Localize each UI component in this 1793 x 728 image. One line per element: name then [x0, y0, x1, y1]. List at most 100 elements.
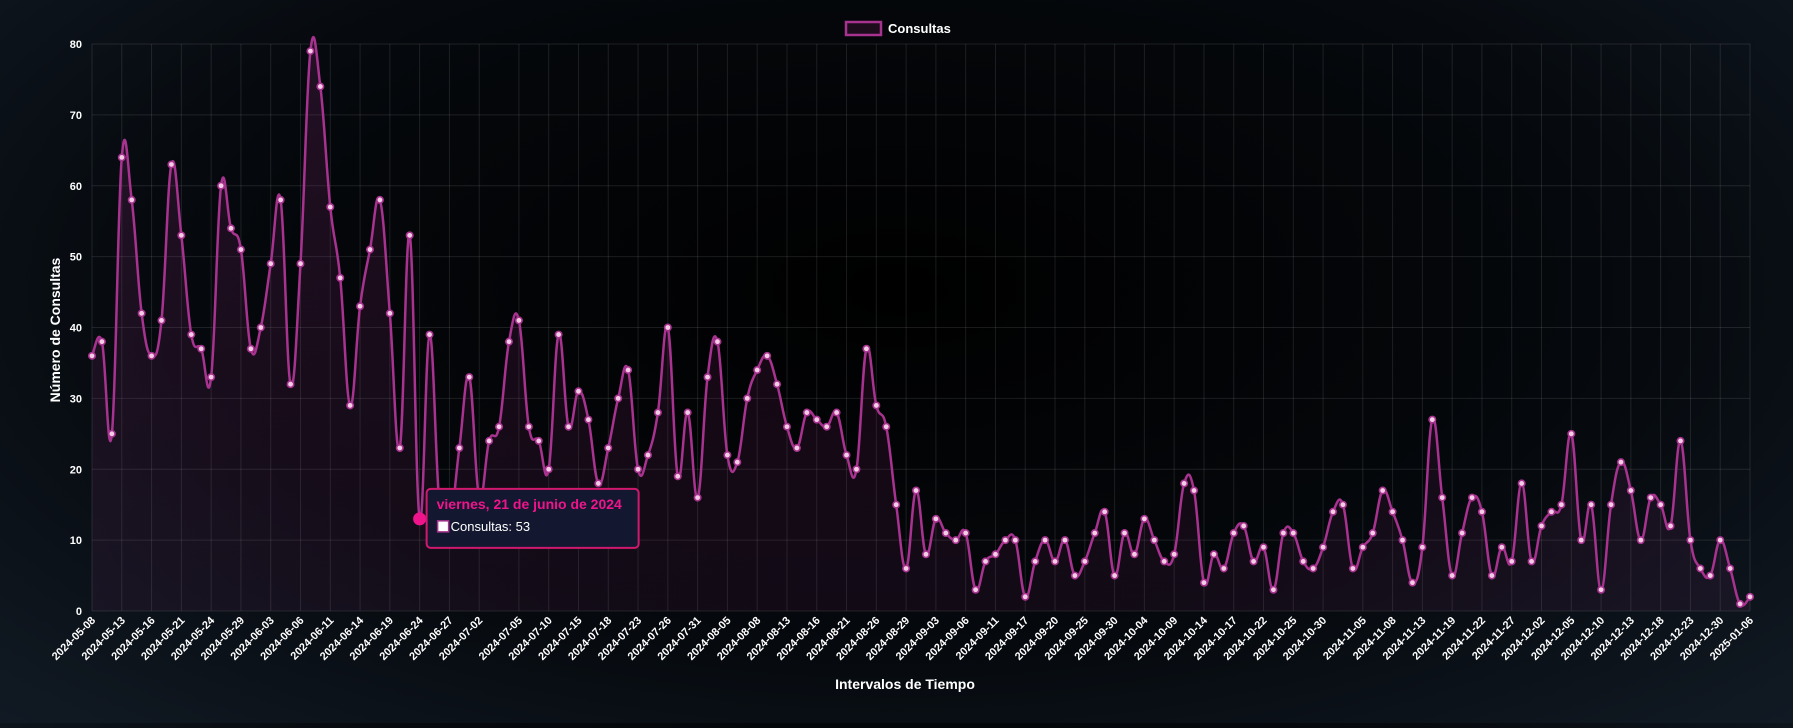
data-point[interactable]	[1080, 557, 1089, 566]
data-point[interactable]	[1259, 543, 1268, 552]
data-point[interactable]	[802, 408, 811, 417]
data-point[interactable]	[604, 443, 613, 452]
legend[interactable]: Consultas	[844, 20, 951, 37]
data-point[interactable]	[961, 529, 970, 538]
data-point[interactable]	[1487, 571, 1496, 580]
data-point[interactable]	[1199, 578, 1208, 587]
data-point[interactable]	[1140, 514, 1149, 523]
data-point[interactable]	[852, 465, 861, 474]
data-point[interactable]	[455, 443, 464, 452]
data-point[interactable]	[1527, 557, 1536, 566]
data-point[interactable]	[1239, 521, 1248, 530]
data-point[interactable]	[822, 422, 831, 431]
data-point[interactable]	[1180, 479, 1189, 488]
data-point[interactable]	[882, 422, 891, 431]
data-point[interactable]	[634, 465, 643, 474]
data-point[interactable]	[504, 337, 513, 346]
data-point[interactable]	[236, 245, 245, 254]
data-point[interactable]	[246, 344, 255, 353]
data-point[interactable]	[1458, 529, 1467, 538]
data-point[interactable]	[1666, 521, 1675, 530]
data-point[interactable]	[495, 422, 504, 431]
data-point[interactable]	[1150, 536, 1159, 545]
data-point[interactable]	[256, 323, 265, 332]
data-point[interactable]	[951, 536, 960, 545]
data-point[interactable]	[1557, 500, 1566, 509]
data-point[interactable]	[792, 443, 801, 452]
data-point[interactable]	[1001, 536, 1010, 545]
data-point[interactable]	[1646, 493, 1655, 502]
data-point[interactable]	[1378, 486, 1387, 495]
data-point[interactable]	[594, 479, 603, 488]
data-point[interactable]	[1607, 500, 1616, 509]
data-point[interactable]	[485, 436, 494, 445]
data-point[interactable]	[514, 316, 523, 325]
data-point[interactable]	[1249, 557, 1258, 566]
data-point[interactable]	[1289, 529, 1298, 538]
data-point[interactable]	[405, 231, 414, 240]
data-point[interactable]	[1229, 529, 1238, 538]
data-point[interactable]	[663, 323, 672, 332]
data-point[interactable]	[1329, 507, 1338, 516]
data-point[interactable]	[693, 493, 702, 502]
data-point[interactable]	[1517, 479, 1526, 488]
data-point[interactable]	[892, 500, 901, 509]
data-point[interactable]	[1726, 564, 1735, 573]
data-point[interactable]	[544, 465, 553, 474]
data-point[interactable]	[1656, 500, 1665, 509]
data-point[interactable]	[1219, 564, 1228, 573]
data-point[interactable]	[1746, 592, 1755, 601]
data-point[interactable]	[1011, 536, 1020, 545]
legend-swatch[interactable]	[844, 20, 883, 37]
data-point[interactable]	[1398, 536, 1407, 545]
data-point[interactable]	[1130, 550, 1139, 559]
data-point[interactable]	[643, 451, 652, 460]
data-point[interactable]	[842, 451, 851, 460]
data-point[interactable]	[187, 330, 196, 339]
data-point[interactable]	[624, 366, 633, 375]
data-point[interactable]	[1090, 529, 1099, 538]
data-point[interactable]	[425, 330, 434, 339]
data-point[interactable]	[1279, 529, 1288, 538]
data-point[interactable]	[127, 195, 136, 204]
data-point[interactable]	[574, 387, 583, 396]
data-point[interactable]	[931, 514, 940, 523]
data-point[interactable]	[1060, 536, 1069, 545]
data-point[interactable]	[1448, 571, 1457, 580]
data-point[interactable]	[1368, 529, 1377, 538]
data-point[interactable]	[375, 195, 384, 204]
data-point[interactable]	[653, 408, 662, 417]
data-point[interactable]	[812, 415, 821, 424]
data-point[interactable]	[326, 203, 335, 212]
data-point[interactable]	[1418, 543, 1427, 552]
data-point[interactable]	[1100, 507, 1109, 516]
data-point[interactable]	[1358, 543, 1367, 552]
data-point[interactable]	[1477, 507, 1486, 516]
data-point[interactable]	[137, 309, 146, 318]
data-point[interactable]	[554, 330, 563, 339]
legend-label[interactable]: Consultas	[888, 21, 951, 36]
data-point[interactable]	[614, 394, 623, 403]
data-point[interactable]	[385, 309, 394, 318]
data-point[interactable]	[1567, 429, 1576, 438]
data-point[interactable]	[1051, 557, 1060, 566]
data-point[interactable]	[1537, 521, 1546, 530]
data-point[interactable]	[1021, 592, 1030, 601]
data-point[interactable]	[773, 380, 782, 389]
data-point[interactable]	[753, 366, 762, 375]
data-point[interactable]	[1438, 493, 1447, 502]
data-point[interactable]	[147, 351, 156, 360]
data-point[interactable]	[1348, 564, 1357, 573]
data-point[interactable]	[991, 550, 1000, 559]
data-point[interactable]	[1388, 507, 1397, 516]
data-point[interactable]	[1716, 536, 1725, 545]
data-point[interactable]	[1170, 550, 1179, 559]
data-point[interactable]	[107, 429, 116, 438]
data-point[interactable]	[226, 224, 235, 233]
data-point[interactable]	[1408, 578, 1417, 587]
data-point[interactable]	[743, 394, 752, 403]
data-point[interactable]	[703, 373, 712, 382]
data-point[interactable]	[1636, 536, 1645, 545]
data-point[interactable]	[356, 302, 365, 311]
data-point[interactable]	[88, 351, 97, 360]
